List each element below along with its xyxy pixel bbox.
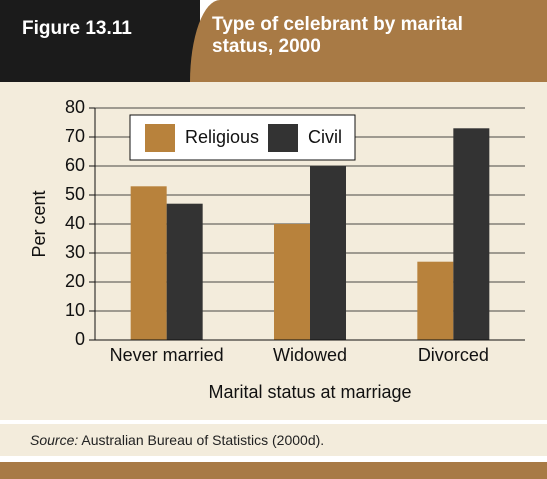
bar [274, 224, 310, 340]
x-axis-title: Marital status at marriage [208, 382, 411, 402]
footer-band [0, 462, 547, 479]
y-tick-label: 30 [65, 242, 85, 262]
y-tick-label: 50 [65, 184, 85, 204]
y-tick-label: 70 [65, 126, 85, 146]
title-band [190, 0, 547, 82]
legend-swatch [268, 124, 298, 152]
chart: Per cent Marital status at marriage 0 10 2… [29, 97, 525, 402]
y-tick-label: 0 [75, 329, 85, 349]
legend-label: Religious [185, 127, 259, 147]
y-tick-label: 40 [65, 213, 85, 233]
bar [166, 203, 203, 340]
y-axis-title: Per cent [29, 190, 49, 257]
x-tick-label: Divorced [418, 345, 489, 365]
legend-label: Civil [308, 127, 342, 147]
source-label: Source: [30, 432, 79, 448]
source-text: Australian Bureau of Statistics (2000d). [81, 432, 325, 448]
y-tick-label: 10 [65, 300, 85, 320]
legend-swatch [145, 124, 175, 152]
x-tick-label: Widowed [273, 345, 347, 365]
bar [453, 128, 490, 340]
figure-label: Figure 13.11 [22, 18, 132, 39]
header-band [0, 0, 200, 82]
y-tick-label: 60 [65, 155, 85, 175]
bar [417, 261, 454, 340]
bar [310, 166, 346, 340]
chart-title: Type of celebrant by marital status, 200… [212, 14, 463, 57]
bar [130, 186, 167, 340]
y-tick-label: 80 [65, 97, 85, 117]
y-tick-label: 20 [65, 271, 85, 291]
x-tick-label: Never married [110, 345, 224, 365]
source-note: Source: Australian Bureau of Statistics … [0, 424, 547, 456]
